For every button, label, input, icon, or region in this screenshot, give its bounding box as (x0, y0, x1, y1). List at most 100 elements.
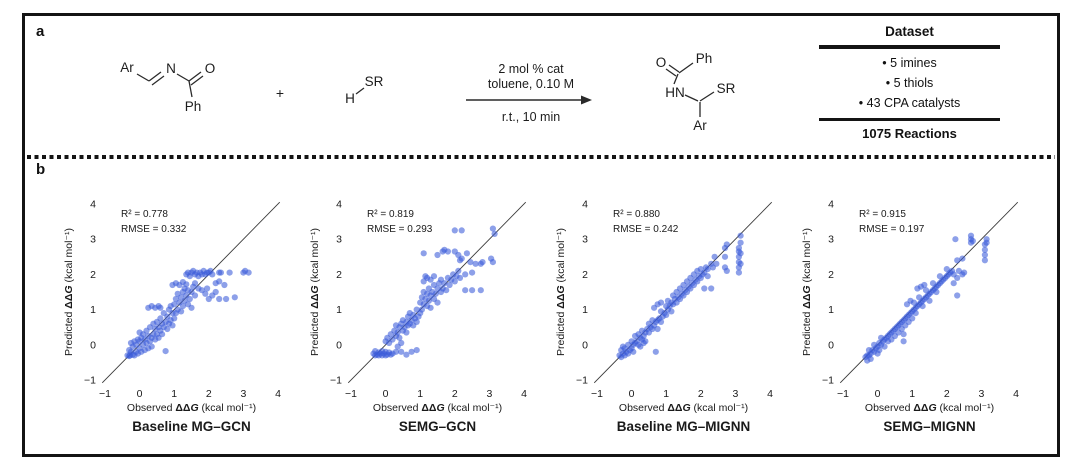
r2-annotation: R² = 0.819 (367, 209, 414, 220)
x-tick-label: 3 (486, 388, 492, 400)
data-point (202, 290, 209, 297)
thiol-h-label: H (345, 91, 355, 106)
data-point (191, 280, 199, 287)
panel-a-label: a (36, 23, 45, 40)
y-tick-label: 0 (90, 339, 96, 351)
data-point (212, 288, 219, 296)
bond-co-double-2 (665, 68, 677, 77)
data-point (652, 348, 659, 355)
data-point (704, 273, 711, 280)
data-point (455, 267, 462, 274)
x-axis-label: Observed ΔΔG (kcal mol⁻¹) (865, 402, 994, 414)
y-tick-label: 1 (582, 304, 588, 316)
y-tick-label: −1 (576, 375, 588, 387)
data-point (961, 269, 968, 276)
data-point (477, 287, 484, 294)
x-tick-label: 0 (383, 388, 389, 400)
y-tick-label: −1 (822, 375, 834, 387)
data-point (479, 259, 486, 266)
dataset-item-catalysts: • 43 CPA catalysts (858, 95, 961, 110)
data-point (900, 331, 907, 338)
x-tick-label: −1 (345, 388, 357, 400)
data-point (425, 297, 432, 304)
y-tick-label: 1 (336, 304, 342, 316)
data-point (867, 355, 874, 362)
data-point (226, 269, 233, 276)
plot-cell-2: −1 0 1 2 3 4 −1 0 1 2 3 4 R² = 0.819 RMSE = 0.293 Obse… (307, 190, 553, 442)
data-point (981, 246, 988, 253)
data-point (204, 285, 211, 292)
product-ph-label: Ph (696, 51, 713, 66)
imine-o-label: O (205, 61, 216, 76)
data-point (408, 348, 415, 355)
data-point (489, 259, 496, 266)
x-tick-label: 0 (629, 388, 635, 400)
imine-ar-label: Ar (120, 60, 134, 75)
x-tick-label: 0 (137, 388, 143, 400)
data-point (148, 343, 155, 350)
data-point (443, 287, 450, 294)
data-point (403, 329, 410, 336)
data-point (735, 269, 742, 276)
x-tick-label: 4 (1013, 388, 1019, 400)
data-point (441, 280, 448, 287)
product-ar-label: Ar (693, 118, 707, 133)
panel-b-label: b (36, 161, 46, 178)
data-point (630, 348, 637, 355)
scatter-plot-baseline-mg-gcn: −1 0 1 2 3 4 −1 0 1 2 3 4 R² = 0.778 RMSE = 0.332 Obse… (63, 199, 281, 435)
x-tick-label: 1 (909, 388, 915, 400)
data-point (462, 271, 469, 278)
data-point (451, 227, 458, 234)
data-point (737, 232, 744, 239)
y-tick-label: 3 (90, 234, 96, 246)
data-point (245, 269, 252, 276)
data-point (489, 225, 496, 232)
data-point (444, 248, 451, 255)
data-point (392, 348, 400, 355)
data-point (398, 348, 405, 355)
data-point (701, 285, 708, 292)
data-point (723, 241, 730, 248)
rmse-annotation: RMSE = 0.197 (859, 224, 925, 235)
y-axis-label: Predicted ΔΔG (kcal mol⁻¹) (801, 228, 813, 356)
y-tick-label: 3 (336, 234, 342, 246)
condition-line1: 2 mol % cat (498, 62, 564, 76)
data-point (909, 315, 916, 322)
bond (136, 73, 150, 82)
y-axis-label: Predicted ΔΔG (kcal mol⁻¹) (309, 228, 321, 356)
data-point (434, 251, 441, 259)
data-point (162, 348, 169, 355)
data-point (231, 294, 238, 301)
dataset-box: Dataset • 5 imines • 5 thiols • 43 CPA c… (819, 19, 1000, 147)
r2-annotation: R² = 0.880 (613, 209, 660, 220)
x-tick-label: 4 (767, 388, 773, 400)
y-axis-label: Predicted ΔΔG (kcal mol⁻¹) (555, 228, 567, 356)
thiol-sr-label: SR (365, 74, 384, 89)
data-point (191, 292, 199, 299)
y-tick-label: −1 (330, 375, 342, 387)
plot-cell-3: −1 0 1 2 3 4 −1 0 1 2 3 4 R² = 0.880 RMSE = 0.242 Obse… (553, 190, 799, 442)
data-point (950, 280, 957, 287)
y-tick-label: 2 (582, 269, 588, 281)
x-tick-label: 1 (171, 388, 177, 400)
data-point (157, 315, 164, 322)
y-tick-label: 3 (582, 234, 588, 246)
bond (673, 73, 679, 85)
bond-cn-double-1 (148, 71, 162, 82)
y-tick-label: 4 (828, 199, 834, 211)
data-point (398, 339, 405, 347)
data-point (663, 311, 670, 318)
rmse-annotation: RMSE = 0.332 (121, 224, 187, 235)
bond-co-double-1 (668, 64, 680, 73)
data-point (169, 322, 176, 329)
data-point (396, 334, 403, 341)
data-point (952, 236, 959, 243)
x-tick-label: 3 (978, 388, 984, 400)
x-axis-label: Observed ΔΔG (kcal mol⁻¹) (127, 402, 256, 414)
data-point (403, 351, 410, 358)
condition-line2: toluene, 0.10 M (488, 77, 574, 91)
x-tick-label: 3 (732, 388, 738, 400)
data-point (735, 244, 742, 252)
x-tick-label: −1 (99, 388, 111, 400)
data-point (157, 304, 164, 311)
